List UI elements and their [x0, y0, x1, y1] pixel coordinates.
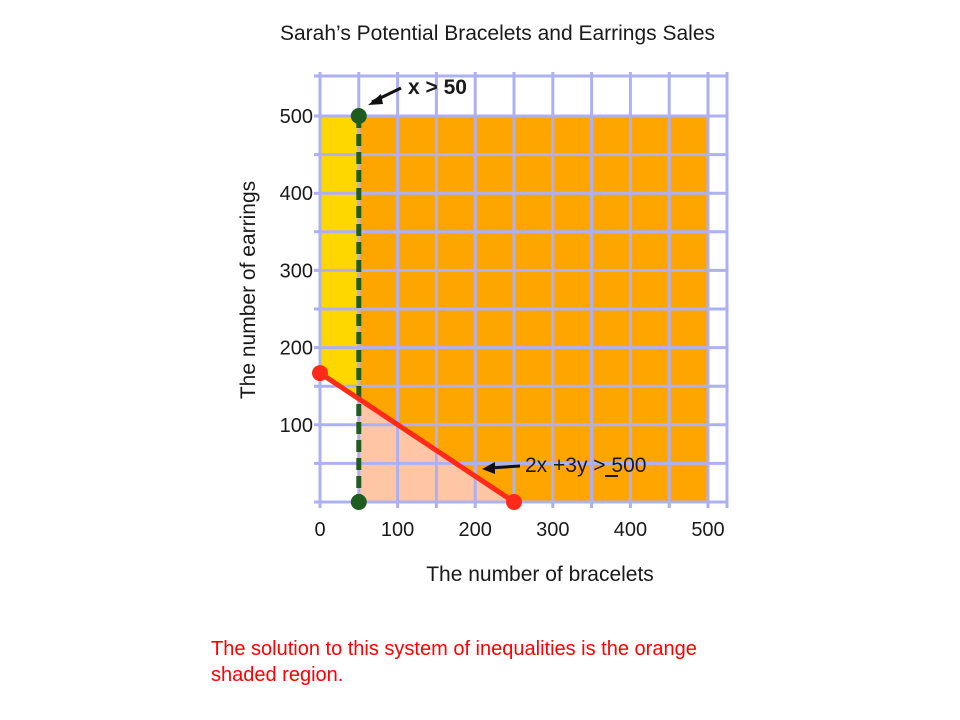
y-tick-label: 400 [280, 183, 313, 205]
annotations: The number of bracelets The number of ea… [237, 76, 654, 586]
chart-title: Sarah’s Potential Bracelets and Earrings… [280, 22, 716, 45]
y-tick-label: 100 [280, 415, 313, 437]
y-tick-label: 200 [280, 338, 313, 360]
constraint-endpoint [350, 494, 367, 510]
constraint-lines [312, 108, 522, 510]
x-tick-label: 0 [314, 519, 325, 541]
x-tick-label: 100 [381, 519, 414, 541]
y-tick-labels: 100 200 300 400 500 [280, 106, 313, 437]
arrow-head [482, 462, 495, 474]
y-axis-label: The number of earrings [237, 181, 260, 399]
x-tick-label: 300 [536, 519, 569, 541]
x-axis-label: The number of bracelets [426, 563, 654, 586]
constraint-endpoint [350, 108, 367, 124]
x-tick-label: 400 [614, 519, 647, 541]
y-tick-label: 300 [280, 260, 313, 282]
region-x-violation [320, 116, 359, 399]
arrow-head [368, 94, 383, 105]
x-tick-label: 200 [459, 519, 492, 541]
grid-lines [314, 72, 729, 508]
caption: The solution to this system of inequalit… [211, 638, 697, 686]
constraint-label-x-gt-50: x > 50 [408, 76, 467, 99]
constraint-endpoint [506, 494, 522, 510]
constraint-label-2x-3y: 2x +3y > 500 [525, 454, 646, 477]
constraint-line-2x-3y [317, 370, 517, 505]
constraint-endpoint [312, 365, 328, 382]
x-tick-labels: 0 100 200 300 400 500 [314, 519, 724, 541]
y-tick-label: 500 [280, 106, 313, 128]
x-tick-label: 500 [691, 519, 724, 541]
